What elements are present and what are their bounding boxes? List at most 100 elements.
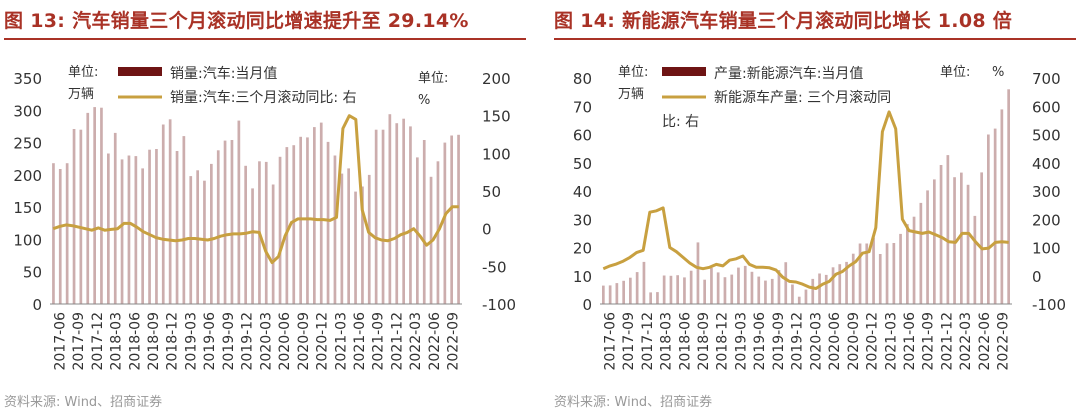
bar (319, 122, 323, 304)
legend-bar-label: 产量:新能源汽车:当月值 (714, 65, 863, 82)
bar (892, 243, 896, 304)
legend-bar-label: 销量:汽车:当月值 (170, 65, 277, 82)
right-unit-label: 单位: (940, 65, 970, 80)
bar (845, 261, 848, 304)
x-tick-label: 2019-03 (184, 312, 200, 371)
y2-tick-label: 300 (1032, 183, 1061, 201)
bar (216, 150, 220, 304)
bar (960, 172, 963, 304)
x-tick-label: 2018-09 (146, 312, 162, 371)
x-tick-label: 2018-12 (715, 312, 731, 371)
bar (113, 132, 117, 304)
x-tick-label: 2019-12 (240, 312, 256, 371)
bar (100, 107, 103, 304)
bar (885, 243, 889, 304)
left-unit-label: 单位: (618, 65, 648, 80)
x-tick-label: 2021-09 (921, 312, 937, 371)
x-tick-label: 2021-06 (902, 312, 918, 371)
bar (52, 163, 55, 304)
y-tick-label: 80 (573, 70, 592, 88)
y2-tick-label: 0 (1032, 268, 1042, 286)
y-tick-label: 100 (13, 231, 42, 249)
bar (851, 253, 855, 304)
bar (374, 129, 378, 304)
bar (730, 274, 734, 304)
y-tick-label: 0 (582, 296, 592, 314)
y2-tick-label: 200 (1032, 211, 1061, 229)
left-unit-label: 万辆 (618, 87, 644, 102)
bar (966, 184, 970, 304)
bar (457, 134, 460, 304)
bar (388, 114, 392, 304)
bar (196, 170, 199, 304)
bar (602, 285, 605, 304)
bar (615, 283, 619, 304)
legend-line-label: 销量:汽车:三个月滚动同比: 右 (170, 89, 357, 106)
bar (743, 265, 747, 304)
x-tick-label: 2017-12 (640, 312, 656, 371)
bar (757, 276, 761, 304)
x-tick-label: 2021-06 (352, 312, 368, 371)
bar (79, 129, 83, 304)
bar (622, 280, 625, 304)
x-tick-label: 2019-09 (771, 312, 787, 371)
x-tick-label: 2018-12 (165, 312, 181, 371)
bar (326, 141, 330, 304)
bar (148, 149, 151, 304)
x-tick-label: 2021-03 (333, 312, 349, 371)
y2-tick-label: 150 (482, 108, 511, 126)
legend-line-label: 新能源车产量: 三个月滚动同 (714, 89, 891, 106)
x-tick-label: 2018-03 (659, 312, 675, 371)
legend-bar-swatch (662, 67, 706, 76)
bar (223, 140, 227, 304)
x-tick-label: 2020-03 (808, 312, 824, 371)
y2-tick-label: -100 (482, 296, 516, 314)
figure-13: 图 13: 汽车销量三个月滚动同比增速提升至 29.14% 0 50 100 150 2… (0, 0, 530, 416)
legend-line-label: 比: 右 (662, 114, 699, 130)
bar (237, 120, 241, 304)
y2-tick-label: -50 (482, 258, 507, 276)
x-tick-label: 2017-09 (621, 312, 637, 371)
x-tick-label: 2017-06 (52, 312, 68, 371)
bar (1000, 109, 1004, 305)
x-tick-label: 2022-06 (977, 312, 993, 371)
bar (777, 270, 781, 304)
x-tick-label: 2019-06 (752, 312, 768, 371)
bar (141, 168, 144, 304)
y-tick-label: 200 (13, 167, 42, 185)
x-tick-label: 2022-06 (427, 312, 443, 371)
y-tick-label: 0 (32, 296, 42, 314)
y-tick-label: 350 (13, 70, 42, 88)
chart-14: 0 10 20 30 40 50 60 70 80 -100 0 100 200 300 400 500 600… (573, 65, 1066, 371)
bar (710, 267, 713, 304)
bar (811, 278, 815, 304)
bar (58, 169, 62, 304)
bar (340, 173, 344, 304)
bar (367, 174, 371, 304)
bar (271, 184, 275, 304)
x-tick-label: 2018-06 (127, 312, 143, 371)
bar (980, 172, 983, 304)
bar (791, 284, 794, 304)
x-tick-label: 2019-06 (202, 312, 218, 371)
y-tick-label: 30 (573, 211, 592, 229)
y-tick-label: 50 (23, 264, 42, 282)
bar (919, 202, 923, 304)
bar (878, 254, 882, 304)
y-tick-label: 150 (13, 199, 42, 217)
y-tick-label: 50 (573, 155, 592, 173)
y-tick-label: 300 (13, 102, 42, 120)
y2-tick-label: 400 (1032, 155, 1061, 173)
y-tick-label: 60 (573, 127, 592, 145)
title-divider (4, 38, 526, 40)
y-tick-label: 40 (573, 183, 592, 201)
x-tick-label: 2021-03 (883, 312, 899, 371)
x-tick-label: 2019-12 (790, 312, 806, 371)
title-divider (554, 38, 1076, 40)
bar (251, 188, 254, 304)
bar (443, 142, 447, 304)
bar (313, 127, 316, 304)
bar (292, 145, 296, 304)
bar (93, 107, 96, 304)
bar (361, 186, 364, 304)
